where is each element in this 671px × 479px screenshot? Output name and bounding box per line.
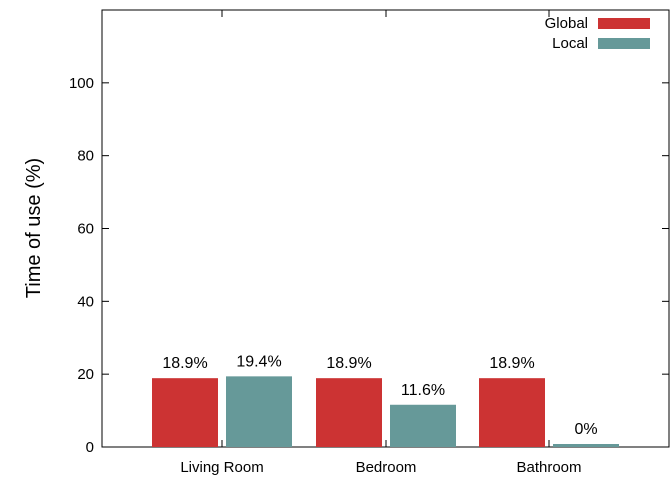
x-tick-label: Bathroom <box>516 459 581 476</box>
legend-swatch <box>598 18 650 29</box>
y-tick-label: 0 <box>86 439 94 456</box>
y-axis-title: Time of use (%) <box>23 158 45 298</box>
x-axis-ticks: Living Room Bedroom Bathroom <box>180 10 582 476</box>
data-label: 18.9% <box>326 355 371 372</box>
data-label: 0% <box>574 421 597 438</box>
y-tick-label: 100 <box>69 75 94 92</box>
data-label: 18.9% <box>489 355 534 372</box>
bar-global <box>479 378 545 447</box>
bar-local <box>226 376 292 447</box>
bars <box>152 376 619 447</box>
legend-swatch <box>598 38 650 49</box>
x-tick-label: Living Room <box>180 459 263 476</box>
x-tick-label: Bedroom <box>356 459 417 476</box>
legend-label: Global <box>545 15 588 32</box>
data-label: 19.4% <box>236 353 281 370</box>
legend-label: Local <box>552 35 588 52</box>
legend: Global Local <box>545 15 650 52</box>
y-tick-label: 60 <box>77 221 94 238</box>
bar-local <box>553 444 619 447</box>
bar-global <box>152 378 218 447</box>
y-axis-ticks: 0 20 40 60 80 100 <box>69 75 669 456</box>
bar-local <box>390 404 456 447</box>
data-label: 11.6% <box>401 382 445 399</box>
data-label: 18.9% <box>162 355 207 372</box>
y-tick-label: 80 <box>77 148 94 165</box>
y-tick-label: 20 <box>77 366 94 383</box>
data-labels: 18.9% 19.4% 18.9% 11.6% 18.9% 0% <box>162 353 597 438</box>
bar-global <box>316 378 382 447</box>
y-tick-label: 40 <box>77 293 94 310</box>
